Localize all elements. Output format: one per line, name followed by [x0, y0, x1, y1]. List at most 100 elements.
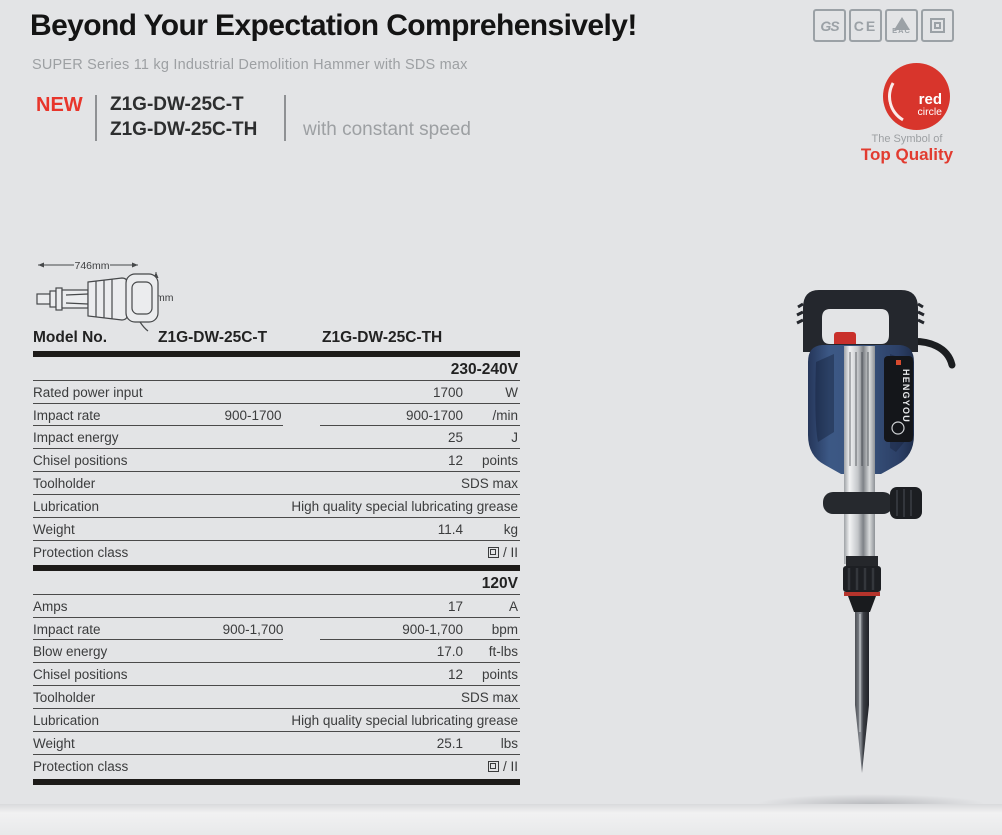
spec-row-impact-rate: Impact rate 900-1,700 900-1,700 bpm: [33, 618, 520, 640]
spec-label: Lubrication: [33, 712, 100, 728]
double-insulation-certification-icon: [921, 9, 954, 42]
spec-value-span: SDS max: [460, 689, 518, 705]
spec-row-toolholder: Toolholder SDS max: [33, 686, 520, 709]
spec-value-2: 11.4: [437, 521, 463, 537]
spec-row-weight: Weight 11.4 kg: [33, 518, 520, 541]
spec-label: Lubrication: [33, 498, 100, 514]
spec-label: Chisel positions: [33, 452, 128, 468]
spec-value-2: 25: [447, 429, 463, 445]
spec-unit: A: [508, 598, 518, 614]
spec-row-blow-energy: Blow energy 17.0 ft-lbs: [33, 640, 520, 663]
spec-row-impact-rate: Impact rate 900-1700 900-1700 /min: [33, 404, 520, 426]
spec-value-2: 900-1,700: [402, 621, 463, 637]
top-handle: [803, 290, 918, 352]
chrome-housing: [844, 346, 875, 564]
red-circle-logo: red circle: [881, 61, 952, 132]
chisel: [855, 612, 869, 705]
spec-label: Toolholder: [33, 475, 96, 491]
spec-value-span: High quality special lubricating grease: [291, 712, 518, 728]
red-ring: [844, 592, 880, 596]
spec-value-span: SDS max: [460, 475, 518, 491]
spec-value-span: High quality special lubricating grease: [291, 498, 518, 514]
triangle-icon: [894, 17, 910, 30]
spec-label: Weight: [33, 521, 75, 537]
spec-label: Toolholder: [33, 689, 96, 705]
spec-label: Blow energy: [33, 643, 108, 659]
spec-unit: J: [511, 429, 518, 445]
spec-value-span: / II: [193, 545, 520, 560]
brand-label: [884, 356, 913, 442]
spec-label: Weight: [33, 735, 75, 751]
spec-row-lubrication: Lubrication High quality special lubrica…: [33, 709, 520, 732]
dim-length-label: 746mm: [74, 260, 109, 272]
certification-marks: GS CE EAC: [813, 9, 954, 42]
spec-label: Protection class: [33, 758, 129, 774]
page-title: Beyond Your Expectation Comprehensively!: [30, 9, 637, 42]
side-handle-knob: [890, 487, 922, 519]
spec-value-2: 12: [447, 452, 463, 468]
hammer-outline: [36, 273, 159, 332]
spec-unit: points: [481, 666, 518, 682]
spec-table-header: Model No. Z1G-DW-25C-T Z1G-DW-25C-TH: [33, 329, 520, 349]
chuck-collar: [843, 566, 881, 592]
spec-label: Amps: [33, 598, 68, 614]
spec-value-1: 900-1,700: [222, 621, 284, 637]
gs-certification-icon: GS: [813, 9, 846, 42]
divider-bar: [33, 779, 520, 785]
spec-row-protection-class: Protection class / II: [33, 755, 520, 777]
divider-bar: [33, 565, 520, 571]
spec-value-span: / II: [193, 759, 520, 774]
spec-row-protection-class: Protection class / II: [33, 541, 520, 563]
model-1-header: Z1G-DW-25C-T: [158, 329, 268, 346]
spec-unit: lbs: [500, 735, 518, 751]
spec-row-amps: Amps 17 A: [33, 595, 520, 618]
product-photo: HENGYOU: [796, 290, 956, 773]
spec-label: Impact rate: [33, 621, 101, 637]
ce-certification-icon: CE: [849, 9, 882, 42]
spec-value-2: 25.1: [436, 735, 463, 751]
voltage-section-header: 120V: [33, 571, 520, 595]
brand-text: HENGYOU: [901, 369, 911, 423]
divider: [284, 95, 286, 141]
spec-value-2: 1700: [432, 384, 463, 400]
spec-value-2: 12: [447, 666, 463, 682]
spec-unit: ft-lbs: [488, 643, 518, 659]
constant-speed-note: with constant speed: [303, 119, 471, 140]
side-handle: [823, 492, 893, 514]
voltage-section-header: 230-240V: [33, 357, 520, 381]
model-names: Z1G-DW-25C-T Z1G-DW-25C-TH: [110, 92, 257, 142]
spec-row-toolholder: Toolholder SDS max: [33, 472, 520, 495]
brand-logo-icon: [891, 421, 905, 435]
double-square-icon: [930, 18, 945, 33]
eac-certification-icon: EAC: [885, 9, 918, 42]
quality-tagline: The Symbol of: [871, 133, 943, 145]
double-insulation-icon: [487, 760, 499, 772]
spec-unit: kg: [503, 521, 518, 537]
model-2-header: Z1G-DW-25C-TH: [322, 329, 443, 346]
spec-value-2: 17: [447, 598, 463, 614]
spec-unit: W: [505, 384, 518, 400]
model-no-label: Model No.: [33, 329, 108, 346]
logo-word-red: red: [918, 91, 942, 108]
page-subtitle: SUPER Series 11 kg Industrial Demolition…: [32, 57, 468, 73]
model-name-2: Z1G-DW-25C-TH: [110, 119, 258, 140]
divider-bar: [33, 351, 520, 357]
spec-value-1: 900-1700: [224, 407, 282, 423]
divider: [95, 95, 97, 141]
spec-row-chisel-positions: Chisel positions 12 points: [33, 449, 520, 472]
spec-unit: bpm: [491, 621, 518, 637]
spec-unit: points: [481, 452, 518, 468]
spec-value-2: 900-1700: [405, 407, 463, 423]
model-name-1: Z1G-DW-25C-T: [110, 94, 244, 115]
spec-value-2: 17.0: [436, 643, 463, 659]
spec-table: Model No. Z1G-DW-25C-T Z1G-DW-25C-TH 230…: [33, 329, 520, 785]
spec-label: Chisel positions: [33, 666, 128, 682]
spec-label: Impact rate: [33, 407, 101, 423]
spec-label: Impact energy: [33, 429, 119, 445]
spec-label: Rated power input: [33, 384, 143, 400]
spec-row-lubrication: Lubrication High quality special lubrica…: [33, 495, 520, 518]
spec-label: Protection class: [33, 544, 129, 560]
spec-row-weight: Weight 25.1 lbs: [33, 732, 520, 755]
spec-row-rated-power-input: Rated power input 1700 W: [33, 381, 520, 404]
